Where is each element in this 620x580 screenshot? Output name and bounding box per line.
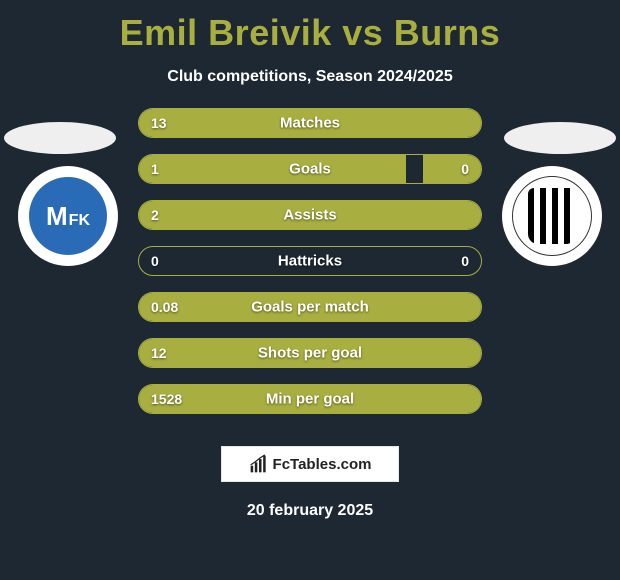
stat-label: Matches (139, 115, 481, 132)
stat-row: Goals1 0 (138, 154, 482, 184)
chart-icon (249, 454, 269, 474)
crest-left-main: M (46, 201, 67, 232)
stat-value-left: 0 (151, 253, 159, 269)
crest-molde-icon: M FK (26, 174, 110, 258)
crest-left: M FK (18, 166, 118, 266)
stat-label: Shots per goal (139, 345, 481, 362)
crest-left-fk: FK (69, 212, 90, 230)
stat-label: Hattricks (139, 253, 481, 270)
stat-bars: Matches13Goals10Assists2Hattricks00Goals… (138, 108, 482, 430)
page-title: Emil Breivik vs Burns (0, 0, 620, 54)
stat-value-left: 13 (151, 115, 167, 131)
stat-value-left: 1528 (151, 391, 182, 407)
stat-value-left: 2 (151, 207, 159, 223)
chart-area: M FK Matches13Goals10Assists2Hattricks00… (0, 108, 620, 428)
stat-row: Matches13 (138, 108, 482, 138)
stat-value-right: 0 (461, 253, 469, 269)
stat-label: Goals per match (139, 299, 481, 316)
ellipse-right (504, 122, 616, 154)
stripes-icon (528, 188, 576, 244)
date-text: 20 february 2025 (0, 502, 620, 520)
crest-grimsby-icon (512, 176, 592, 256)
stat-value-right: 0 (461, 161, 469, 177)
stat-label: Min per goal (139, 391, 481, 408)
subtitle: Club competitions, Season 2024/2025 (0, 68, 620, 86)
stat-value-left: 12 (151, 345, 167, 361)
ellipse-left (4, 122, 116, 154)
footer-brand-text: FcTables.com (273, 456, 372, 473)
stat-value-left: 0.08 (151, 299, 178, 315)
stat-label: Goals (139, 161, 481, 178)
stat-row: Min per goal1528 (138, 384, 482, 414)
footer-brand: FcTables.com (221, 446, 399, 482)
stat-row: Goals per match0.08 (138, 292, 482, 322)
crest-right (502, 166, 602, 266)
stat-label: Assists (139, 207, 481, 224)
stat-row: Assists2 (138, 200, 482, 230)
stat-value-left: 1 (151, 161, 159, 177)
stat-row: Hattricks0 0 (138, 246, 482, 276)
stat-row: Shots per goal12 (138, 338, 482, 368)
